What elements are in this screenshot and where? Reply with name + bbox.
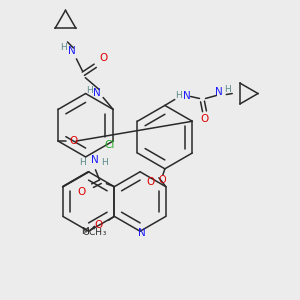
Text: N: N bbox=[68, 46, 75, 56]
Text: O: O bbox=[147, 177, 155, 187]
Text: Cl: Cl bbox=[104, 140, 114, 150]
Text: H: H bbox=[79, 158, 86, 167]
Text: H: H bbox=[60, 44, 67, 52]
Text: ₃: ₃ bbox=[103, 228, 106, 237]
Text: N: N bbox=[215, 86, 223, 97]
Text: O: O bbox=[94, 220, 103, 230]
Text: H: H bbox=[101, 158, 108, 167]
Text: H: H bbox=[224, 85, 231, 94]
Text: N: N bbox=[93, 88, 101, 98]
Text: N: N bbox=[183, 91, 190, 100]
Text: N: N bbox=[91, 155, 98, 165]
Text: M: M bbox=[81, 227, 88, 236]
Text: O: O bbox=[77, 187, 86, 196]
Text: O: O bbox=[200, 114, 208, 124]
Text: OCH: OCH bbox=[82, 228, 103, 237]
Text: H: H bbox=[86, 86, 93, 95]
Text: N: N bbox=[138, 228, 146, 238]
Text: O: O bbox=[99, 53, 107, 63]
Text: O: O bbox=[158, 175, 166, 185]
Text: H: H bbox=[176, 91, 182, 100]
Text: O: O bbox=[69, 136, 77, 146]
